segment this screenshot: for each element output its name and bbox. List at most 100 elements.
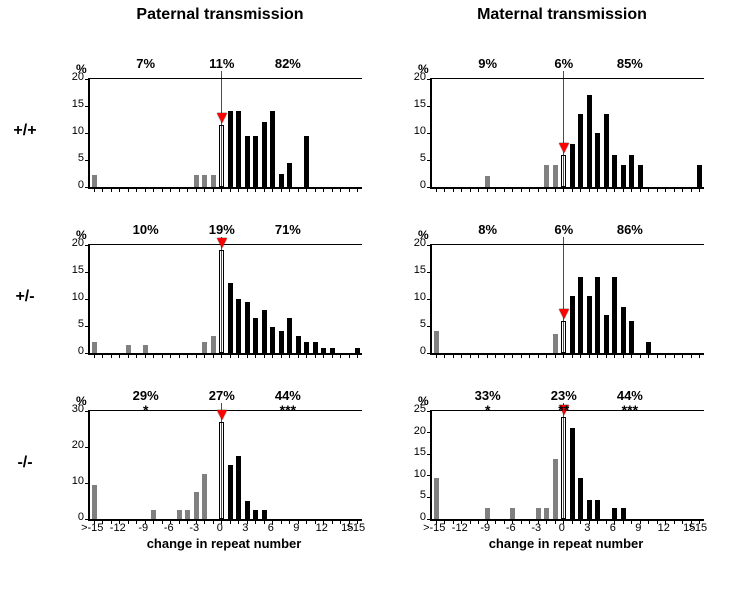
ytick-mark xyxy=(85,106,90,107)
xtick-mark xyxy=(196,353,197,358)
xtick-mark xyxy=(136,187,137,192)
xtick-mark xyxy=(648,353,649,358)
zero-baseline xyxy=(221,71,222,187)
panel-P5: 0102030%>-15-12-9-6-303691215>15change i… xyxy=(60,388,360,568)
chart-area xyxy=(88,78,362,189)
bar xyxy=(211,336,216,353)
bar xyxy=(621,307,626,353)
bar xyxy=(621,508,626,519)
figure-root: Paternal transmissionMaternal transmissi… xyxy=(0,0,740,606)
panel-P3: 05101520%10%19%71% xyxy=(60,222,360,402)
ytick-label: 5 xyxy=(62,152,84,164)
xtick-mark xyxy=(631,187,632,192)
row-label-2: -/- xyxy=(8,454,42,472)
ytick-label: 10 xyxy=(404,468,426,480)
xtick-mark xyxy=(436,353,437,358)
xtick-mark xyxy=(264,353,265,358)
ytick-label: 20 xyxy=(62,439,84,451)
bar xyxy=(236,111,241,187)
xtick-mark xyxy=(170,187,171,192)
ytick-mark xyxy=(85,245,90,246)
xtick-label: -9 xyxy=(129,522,157,534)
xtick-mark xyxy=(213,353,214,358)
xtick-mark xyxy=(247,353,248,358)
xtick-mark xyxy=(111,353,112,358)
pct-mid: 11% xyxy=(202,56,242,71)
sig-mid: ** xyxy=(544,402,584,418)
xtick-mark xyxy=(521,187,522,192)
bar xyxy=(578,277,583,353)
xtick-mark xyxy=(521,353,522,358)
xtick-mark xyxy=(623,187,624,192)
xtick-label: -6 xyxy=(155,522,183,534)
xtick-mark xyxy=(623,353,624,358)
pct-mid: 6% xyxy=(544,56,584,71)
xtick-mark xyxy=(162,187,163,192)
ytick-label: 10 xyxy=(404,125,426,137)
xtick-mark xyxy=(102,187,103,192)
xtick-label: -9 xyxy=(471,522,499,534)
bar xyxy=(544,508,549,519)
bar xyxy=(245,302,250,353)
y-axis-label: % xyxy=(76,62,87,76)
bar xyxy=(646,342,651,353)
ytick-label: 10 xyxy=(62,291,84,303)
chart-area xyxy=(430,78,704,189)
ytick-mark xyxy=(427,353,432,354)
ytick-mark xyxy=(427,326,432,327)
bar xyxy=(287,163,292,187)
xtick-mark xyxy=(495,187,496,192)
ytick-label: 5 xyxy=(62,318,84,330)
x-axis-label: change in repeat number xyxy=(430,536,702,551)
ytick-mark xyxy=(85,299,90,300)
zero-baseline xyxy=(563,403,564,519)
xtick-mark xyxy=(153,187,154,192)
bar xyxy=(587,296,592,353)
xtick-mark xyxy=(461,353,462,358)
zero-arrow-icon xyxy=(559,309,569,319)
xtick-mark xyxy=(221,353,222,358)
pct-right: 44% xyxy=(268,388,308,403)
xtick-mark xyxy=(606,187,607,192)
xtick-mark xyxy=(162,353,163,358)
bar xyxy=(92,175,97,187)
xtick-label: -3 xyxy=(522,522,550,534)
xtick-mark xyxy=(94,353,95,358)
zero-baseline xyxy=(563,237,564,353)
zero-arrow-icon xyxy=(217,238,227,248)
ytick-label: 15 xyxy=(62,98,84,110)
xtick-mark xyxy=(230,353,231,358)
ytick-label: 10 xyxy=(404,291,426,303)
bar xyxy=(638,165,643,187)
bar xyxy=(595,133,600,187)
xtick-mark xyxy=(478,353,479,358)
zero-arrow-icon xyxy=(217,113,227,123)
row-label-0: +/+ xyxy=(8,122,42,140)
bar xyxy=(270,111,275,187)
bar xyxy=(211,175,216,187)
xtick-mark xyxy=(674,353,675,358)
xtick-label: -12 xyxy=(446,522,474,534)
pct-right: 85% xyxy=(610,56,650,71)
xtick-mark xyxy=(289,187,290,192)
xtick-mark xyxy=(247,187,248,192)
ytick-label: 15 xyxy=(404,446,426,458)
pct-mid: 19% xyxy=(202,222,242,237)
bar xyxy=(621,165,626,187)
xtick-mark xyxy=(682,187,683,192)
ytick-label: 0 xyxy=(404,179,426,191)
xtick-mark xyxy=(255,187,256,192)
bar xyxy=(570,428,575,519)
pct-left: 8% xyxy=(468,222,508,237)
bar xyxy=(612,508,617,519)
xtick-mark xyxy=(538,353,539,358)
xtick-mark xyxy=(640,187,641,192)
bar xyxy=(143,345,148,353)
xtick-mark xyxy=(444,187,445,192)
ytick-mark xyxy=(85,519,90,520)
zero-baseline xyxy=(563,71,564,187)
bar xyxy=(228,283,233,353)
ytick-mark xyxy=(85,160,90,161)
bar xyxy=(629,155,634,187)
bar xyxy=(262,310,267,353)
